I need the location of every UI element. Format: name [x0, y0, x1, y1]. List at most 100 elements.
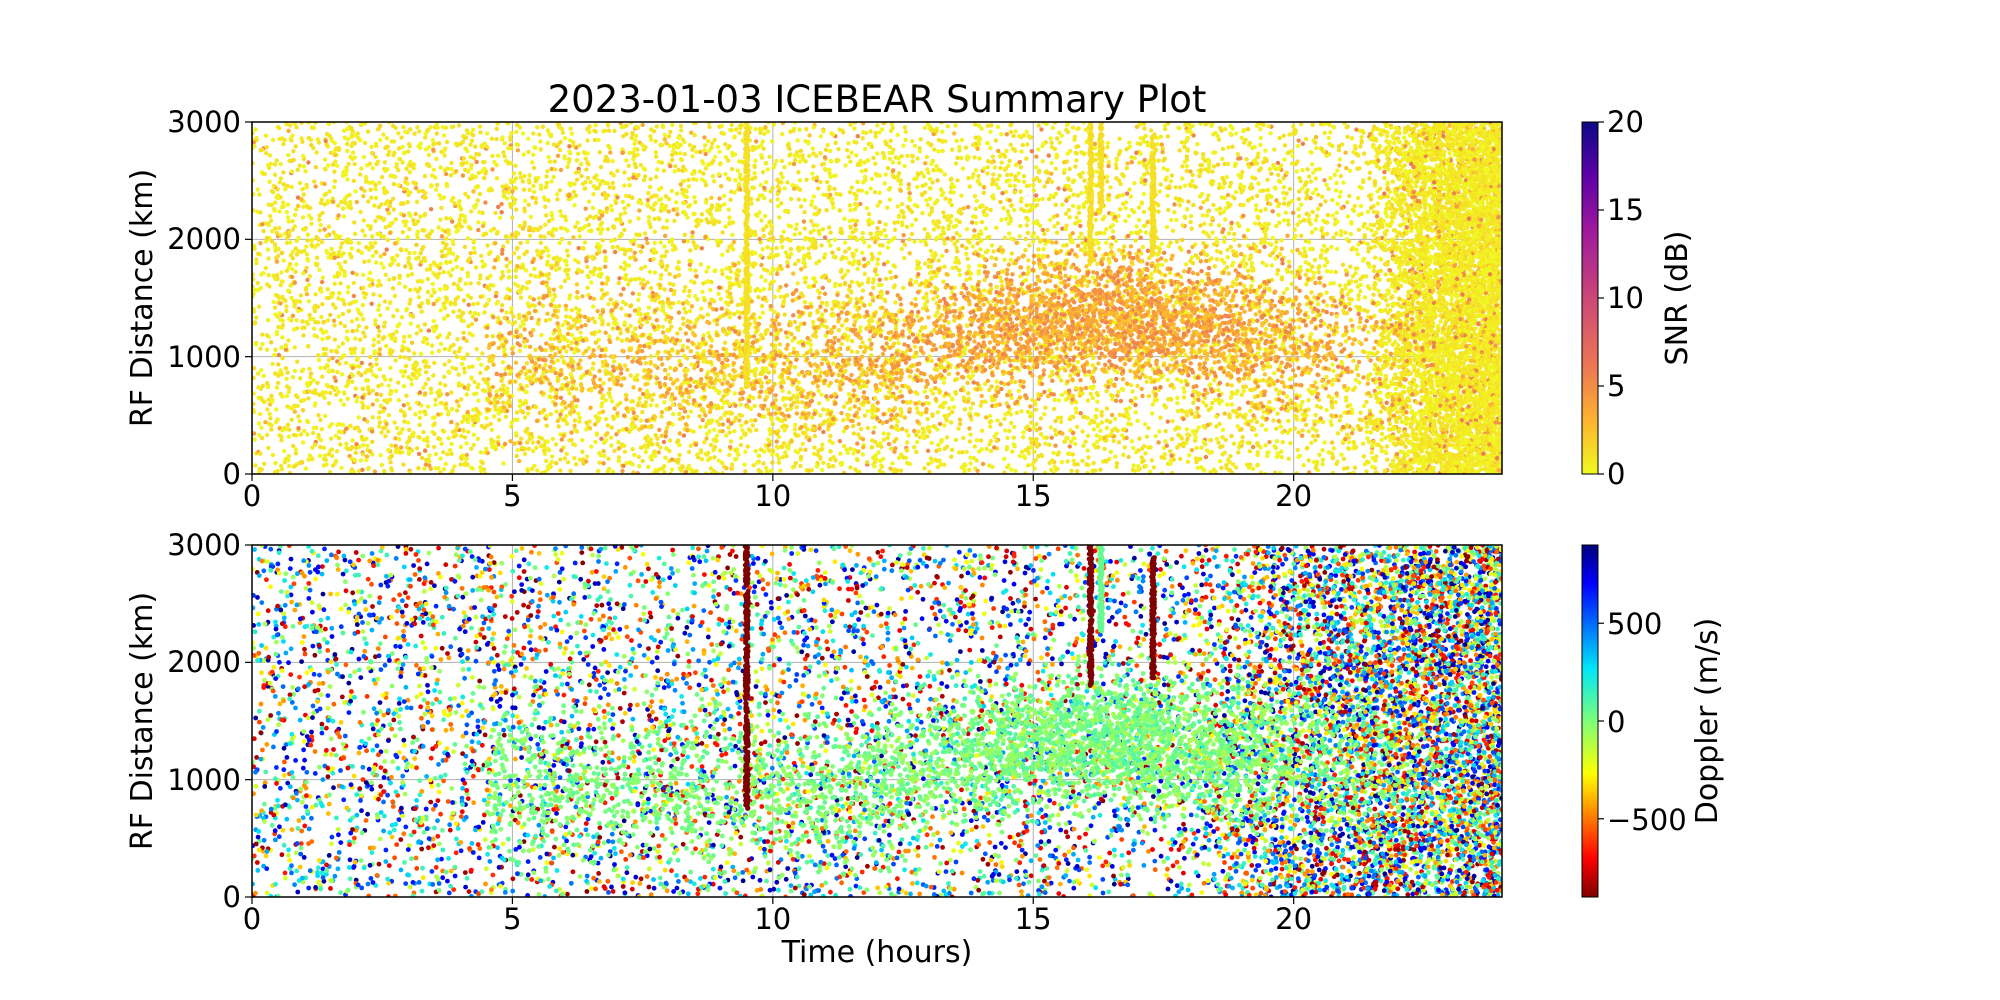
data-point — [1232, 231, 1237, 237]
data-point — [872, 190, 878, 195]
data-point — [301, 164, 306, 169]
data-point — [1108, 378, 1114, 383]
data-point — [609, 208, 614, 213]
data-point — [538, 234, 543, 239]
data-point — [439, 205, 444, 211]
data-point — [350, 328, 355, 334]
data-point — [785, 254, 790, 260]
data-point — [695, 217, 700, 222]
data-point — [1110, 428, 1115, 433]
data-point — [522, 206, 527, 211]
data-point — [833, 458, 838, 463]
data-point — [658, 240, 663, 245]
data-point — [288, 261, 293, 267]
data-point — [717, 448, 723, 453]
data-point — [300, 440, 306, 445]
data-point — [1191, 202, 1196, 208]
data-point — [292, 368, 298, 374]
data-point — [610, 180, 615, 186]
data-point — [1076, 205, 1081, 211]
data-point — [1149, 276, 1154, 281]
data-point — [1324, 231, 1330, 236]
data-point — [369, 195, 374, 200]
data-point — [1081, 414, 1086, 420]
data-point — [920, 211, 925, 216]
data-point — [638, 445, 644, 450]
data-point — [640, 458, 645, 464]
data-point — [1318, 405, 1324, 410]
data-point — [1267, 439, 1272, 445]
data-point — [633, 326, 638, 331]
data-point — [875, 261, 880, 267]
data-point — [403, 363, 409, 369]
data-point — [422, 173, 428, 179]
data-point — [417, 372, 422, 377]
data-point — [780, 244, 785, 250]
data-point — [437, 287, 443, 292]
data-point — [717, 149, 722, 154]
data-point — [727, 315, 732, 320]
data-point — [1337, 418, 1343, 423]
data-point — [459, 266, 465, 272]
data-point — [1040, 196, 1045, 202]
data-point — [1245, 440, 1250, 445]
data-point — [1263, 327, 1269, 332]
data-point — [572, 203, 577, 208]
data-point — [579, 173, 584, 179]
data-point — [340, 341, 346, 346]
data-point — [1038, 432, 1044, 437]
data-point — [414, 446, 420, 451]
data-point — [779, 171, 784, 176]
data-point — [488, 273, 493, 278]
data-point — [550, 297, 556, 303]
data-point — [1196, 425, 1201, 430]
data-point — [663, 455, 668, 460]
data-point — [433, 187, 439, 192]
data-point — [521, 187, 527, 192]
data-point — [438, 165, 443, 170]
data-point — [1355, 195, 1361, 201]
data-point — [563, 217, 569, 223]
data-point — [976, 173, 981, 179]
data-point — [1025, 142, 1030, 147]
data-point — [392, 241, 398, 246]
data-point — [1243, 137, 1248, 143]
data-point — [1328, 130, 1333, 135]
data-point — [1324, 153, 1329, 158]
data-point — [287, 240, 293, 245]
data-point — [730, 247, 736, 252]
data-point — [860, 340, 865, 345]
data-point — [1033, 407, 1039, 412]
data-point — [1036, 123, 1041, 128]
data-point — [1299, 233, 1304, 238]
data-point — [371, 337, 377, 342]
data-point — [427, 453, 432, 458]
data-point — [289, 184, 294, 190]
data-point — [591, 361, 596, 366]
data-point — [530, 160, 535, 165]
data-point — [1170, 228, 1176, 233]
data-point — [1164, 225, 1170, 230]
data-point — [843, 163, 848, 168]
data-point — [1002, 257, 1007, 262]
data-point — [989, 243, 995, 248]
data-point — [1033, 457, 1039, 463]
data-point — [418, 409, 423, 415]
data-point — [449, 419, 454, 425]
data-point — [816, 401, 822, 406]
data-point — [497, 417, 502, 423]
data-point — [751, 395, 756, 401]
data-point — [934, 164, 939, 169]
data-point — [459, 361, 465, 367]
data-point — [1266, 221, 1272, 227]
data-point — [402, 334, 407, 339]
data-point — [891, 168, 896, 173]
data-point — [1205, 422, 1211, 428]
data-point — [509, 180, 514, 185]
data-point — [564, 314, 569, 319]
data-point — [489, 437, 494, 442]
data-point — [1317, 452, 1322, 457]
data-point — [910, 139, 915, 144]
data-point — [572, 442, 578, 448]
data-point — [1229, 226, 1234, 231]
